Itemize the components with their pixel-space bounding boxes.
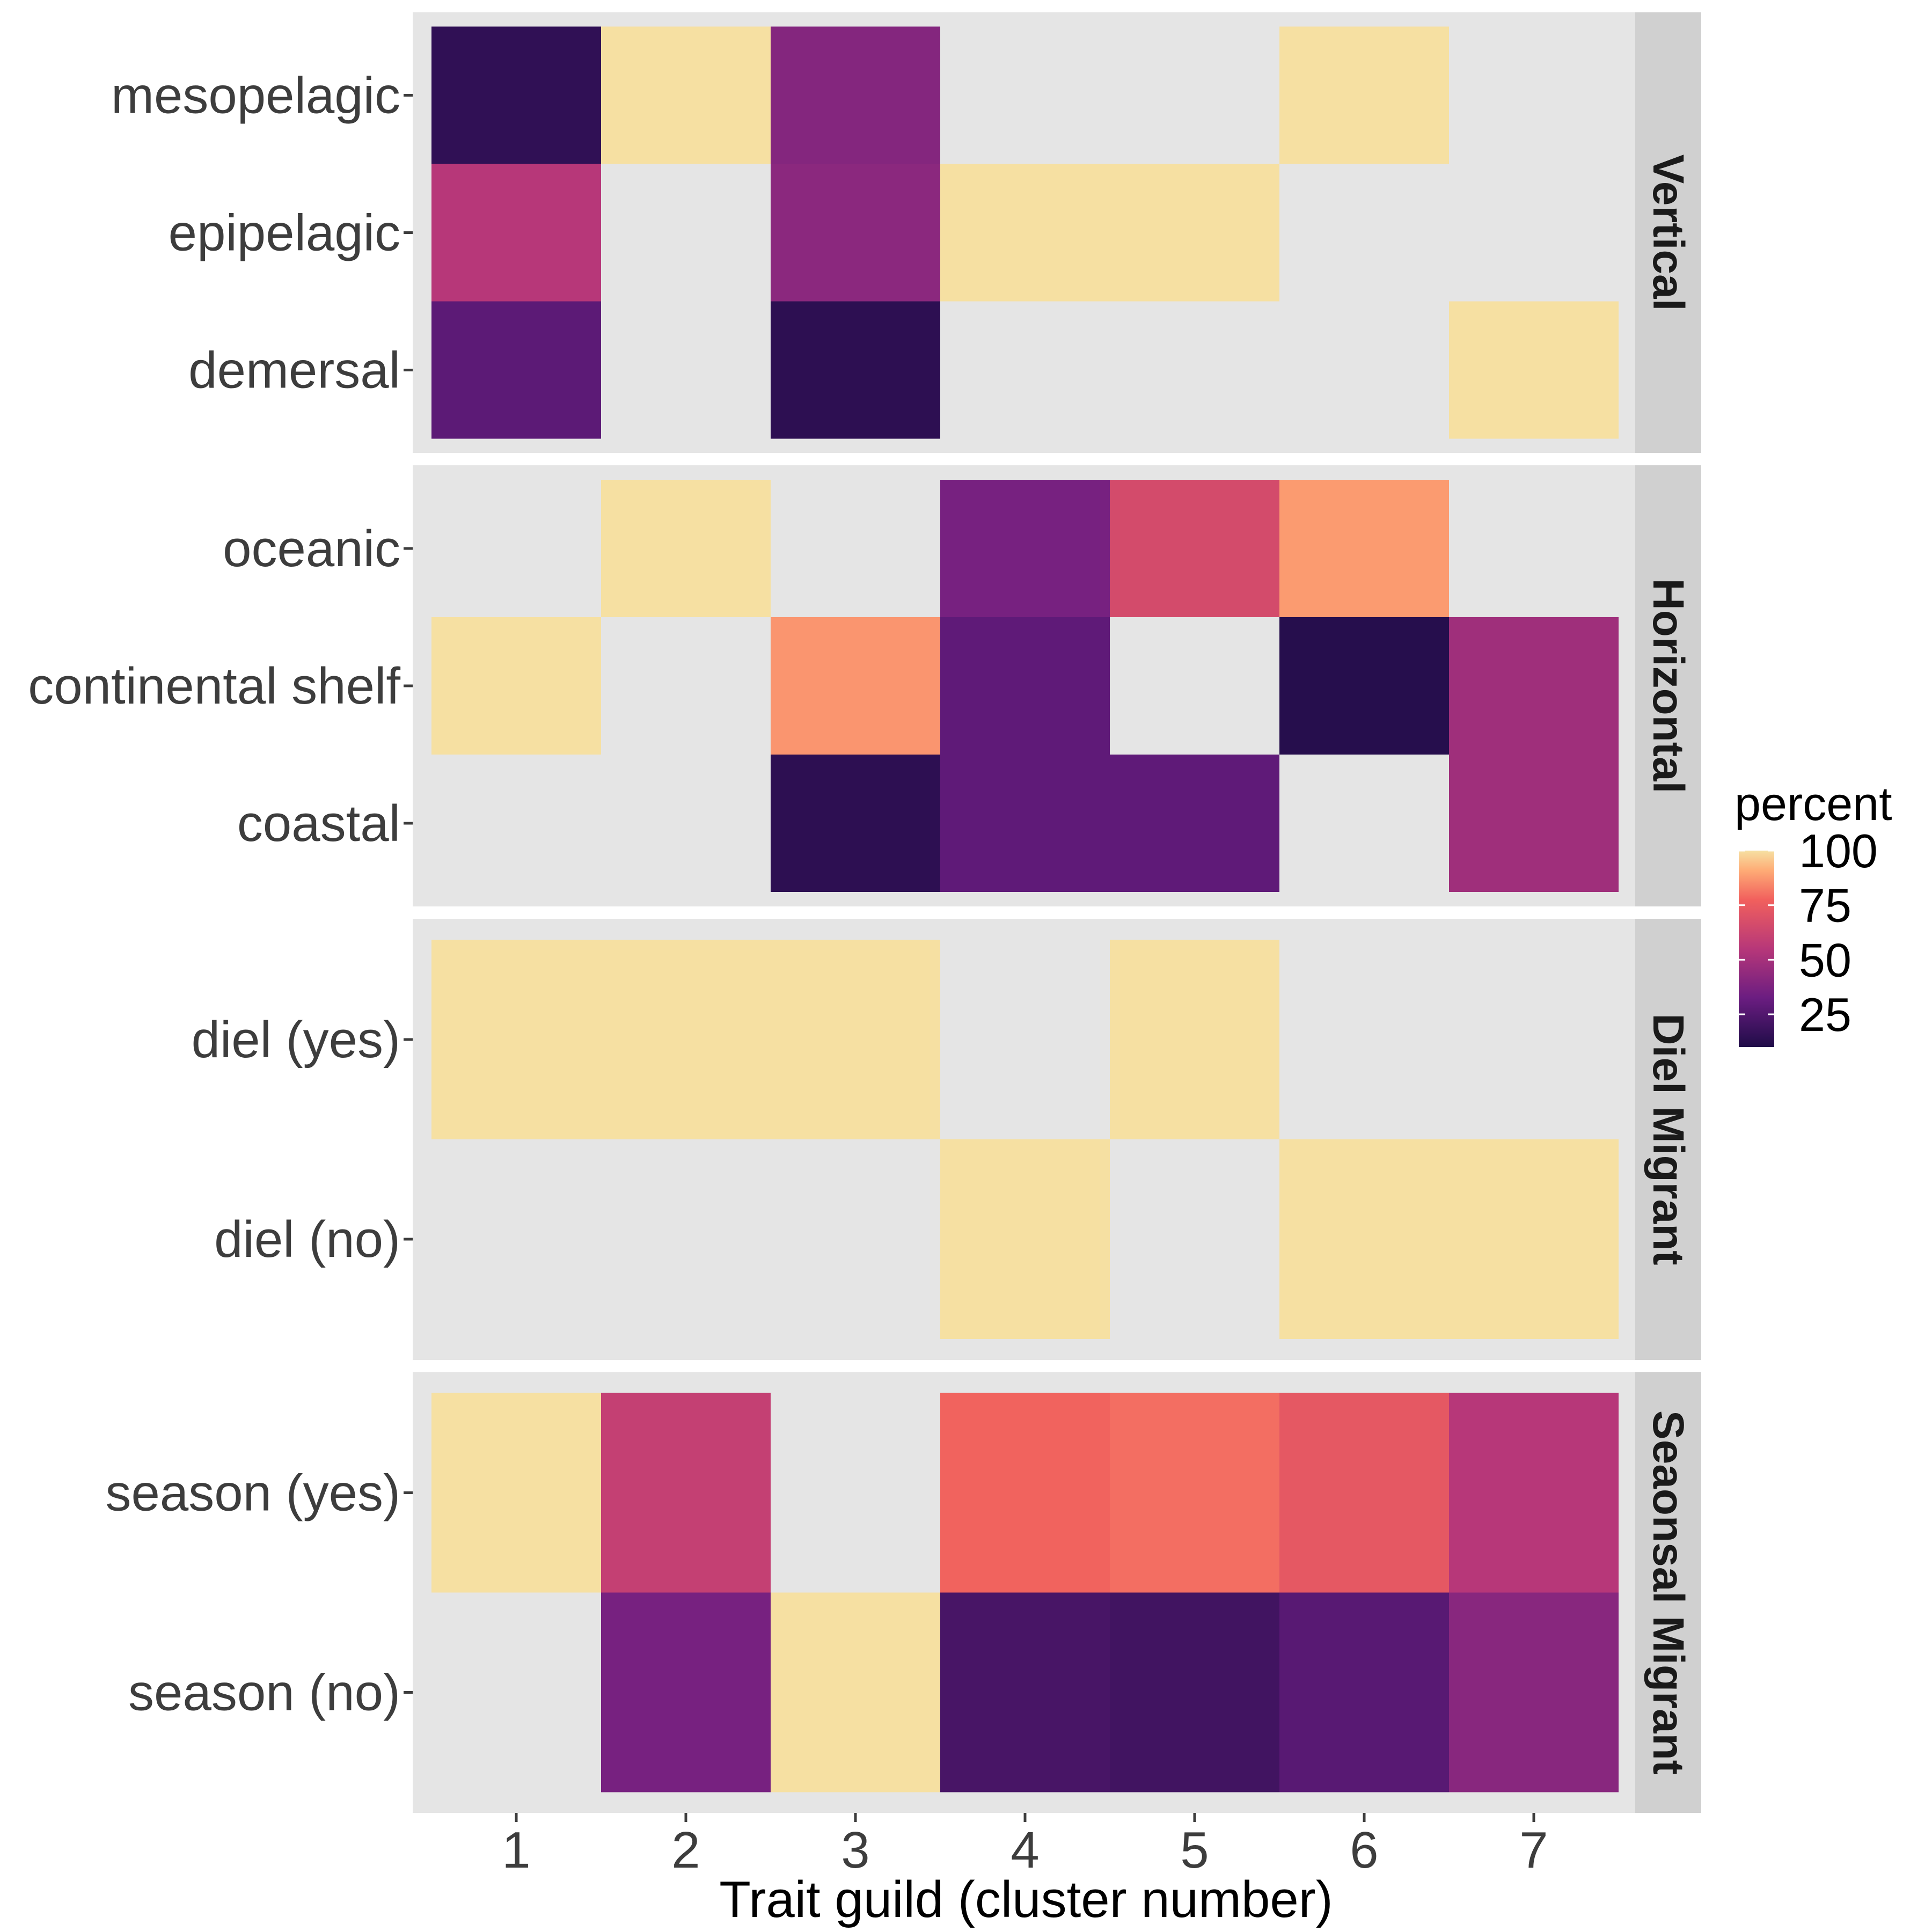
heatmap-cell (1449, 617, 1619, 755)
heatmap-cell (431, 1393, 601, 1593)
x-tick-label: 7 (1519, 1821, 1548, 1879)
heatmap-cell (771, 940, 940, 1139)
heatmap-cell (940, 755, 1110, 892)
heatmap-cell (771, 617, 940, 755)
x-axis-title: Trait guild (cluster number) (719, 1871, 1333, 1928)
facet-panel: diel (yes) diel (no) Diel Migrant (192, 919, 1701, 1360)
heatmap-cell (771, 164, 940, 302)
x-tick-label: 5 (1180, 1821, 1209, 1879)
row-label: oceanic (223, 520, 400, 577)
row-label: continental shelf (28, 657, 400, 715)
heatmap-cell (1279, 1393, 1449, 1593)
strip-background (1635, 465, 1701, 906)
heatmap-cell (1279, 480, 1449, 617)
legend-colorbar (1739, 851, 1774, 1047)
heatmap-cell (601, 1592, 771, 1792)
strip-background (1635, 1372, 1701, 1813)
x-tick-label: 3 (841, 1821, 869, 1879)
row-label: season (yes) (105, 1465, 400, 1522)
heatmap-cell (1110, 1393, 1279, 1593)
heatmap-cell (771, 1592, 940, 1792)
row-label: mesopelagic (111, 67, 400, 125)
legend-tick-label: 75 (1799, 879, 1851, 932)
heatmap-cell (431, 26, 601, 164)
x-tick-label: 2 (671, 1821, 700, 1879)
strip-label: Vertical (1644, 155, 1693, 311)
heatmap-cell (1449, 1592, 1619, 1792)
facet-panel: oceanic continental shelf coastal Horizonta… (28, 465, 1701, 906)
heatmap-cell (1110, 940, 1279, 1139)
heatmap-cell (940, 1592, 1110, 1792)
heatmap-cell (431, 164, 601, 302)
heatmap-cell (940, 1139, 1110, 1339)
heatmap-cell (1110, 480, 1279, 617)
x-tick-label: 1 (502, 1821, 530, 1879)
heatmap-cell (1449, 755, 1619, 892)
heatmap-cell (1110, 1592, 1279, 1792)
row-label: epipelagic (169, 204, 400, 262)
heatmap-cell (601, 1393, 771, 1593)
row-label: season (no) (128, 1664, 400, 1722)
heatmap-cell (1449, 1139, 1619, 1339)
facet-panel: mesopelagic epipelagic demersal Vertical (111, 12, 1701, 453)
legend-tick-label: 100 (1799, 824, 1878, 877)
heatmap-cell (1279, 26, 1449, 164)
strip-label: Seaonsal Migrant (1644, 1410, 1693, 1775)
row-label: demersal (188, 342, 400, 399)
heatmap-cell (1110, 164, 1279, 302)
strip-label: Diel Migrant (1644, 1013, 1693, 1265)
heatmap-cell (940, 1393, 1110, 1593)
strip-background (1635, 919, 1701, 1360)
heatmap-cell (771, 301, 940, 439)
row-label: diel (no) (214, 1211, 400, 1268)
heatmap-cell (601, 26, 771, 164)
row-label: diel (yes) (192, 1011, 400, 1069)
heatmap-cell (1279, 1592, 1449, 1792)
strip-label: Horizontal (1644, 579, 1693, 794)
x-tick-label: 6 (1350, 1821, 1378, 1879)
heatmap-cell (1449, 301, 1619, 439)
heatmap-cell (601, 480, 771, 617)
heatmap-cell (1279, 617, 1449, 755)
strip-background (1635, 12, 1701, 453)
heatmap-cell (1279, 1139, 1449, 1339)
heatmap-cell (771, 26, 940, 164)
heatmap-cell (431, 617, 601, 755)
x-tick-label: 4 (1011, 1821, 1039, 1879)
legend-tick-label: 50 (1799, 933, 1851, 986)
heatmap-cell (431, 940, 601, 1139)
row-label: coastal (237, 795, 400, 852)
legend-title: percent (1735, 777, 1892, 830)
heatmap-cell (771, 755, 940, 892)
facet-panel: season (yes) season (no) Seaonsal Migrant (105, 1372, 1701, 1813)
x-axis: 1 2 3 4 5 6 7 (502, 1813, 1548, 1879)
legend-tick-label: 25 (1799, 988, 1851, 1041)
facet-panels: mesopelagic epipelagic demersal Vertical oce… (28, 12, 1701, 1813)
heatmap-cell (601, 940, 771, 1139)
heatmap-cell (1449, 1393, 1619, 1593)
heatmap-cell (940, 164, 1110, 302)
heatmap-cell (940, 480, 1110, 617)
heatmap-cell (940, 617, 1110, 755)
heatmap-cell (431, 301, 601, 439)
heatmap-cell (1110, 755, 1279, 892)
